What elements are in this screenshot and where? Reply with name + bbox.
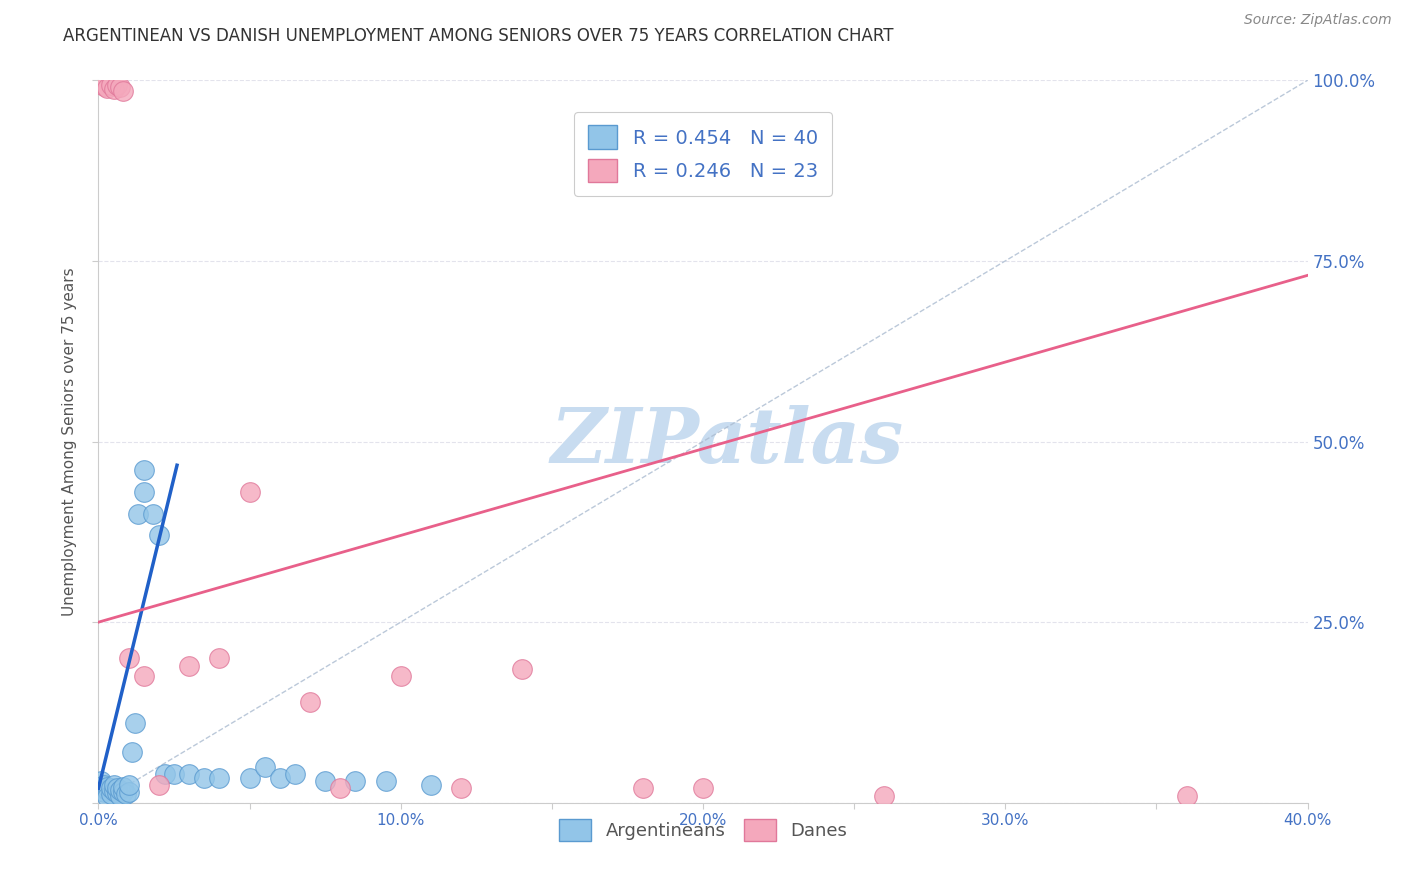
Point	[93, 78, 115, 93]
Point	[111, 780, 134, 794]
Point	[114, 787, 136, 801]
Point	[108, 782, 131, 797]
Point	[631, 781, 654, 796]
Point	[127, 507, 149, 521]
Point	[450, 781, 472, 796]
Point	[374, 774, 396, 789]
Point	[118, 785, 141, 799]
Point	[100, 78, 122, 92]
Point	[108, 79, 131, 94]
Point	[153, 767, 176, 781]
Point	[108, 789, 131, 803]
Point	[142, 507, 165, 521]
Point	[239, 771, 262, 785]
Point	[105, 78, 128, 93]
Point	[299, 695, 322, 709]
Y-axis label: Unemployment Among Seniors over 75 years: Unemployment Among Seniors over 75 years	[62, 268, 77, 615]
Point	[124, 716, 146, 731]
Point	[111, 785, 134, 799]
Point	[208, 771, 231, 785]
Point	[239, 485, 262, 500]
Point	[96, 80, 118, 95]
Point	[103, 82, 125, 96]
Point	[208, 651, 231, 665]
Point	[193, 771, 215, 785]
Point	[90, 774, 112, 789]
Point	[132, 669, 155, 683]
Point	[93, 785, 115, 799]
Point	[284, 767, 307, 781]
Point	[179, 658, 201, 673]
Point	[148, 778, 170, 792]
Point	[118, 778, 141, 792]
Legend: Argentineans, Danes: Argentineans, Danes	[551, 812, 855, 848]
Text: ZIPatlas: ZIPatlas	[551, 405, 904, 478]
Point	[118, 651, 141, 665]
Point	[105, 781, 128, 796]
Text: Source: ZipAtlas.com: Source: ZipAtlas.com	[1244, 13, 1392, 28]
Point	[163, 767, 186, 781]
Point	[269, 771, 291, 785]
Point	[132, 463, 155, 477]
Point	[103, 778, 125, 792]
Point	[90, 781, 112, 796]
Point	[329, 781, 352, 796]
Point	[100, 787, 122, 801]
Point	[96, 790, 118, 805]
Point	[93, 778, 115, 792]
Point	[96, 780, 118, 794]
Point	[132, 485, 155, 500]
Point	[105, 786, 128, 800]
Point	[420, 778, 443, 792]
Point	[100, 781, 122, 796]
Point	[179, 767, 201, 781]
Point	[389, 669, 412, 683]
Point	[692, 781, 714, 796]
Point	[1175, 789, 1198, 803]
Point	[111, 84, 134, 98]
Point	[96, 782, 118, 797]
Text: ARGENTINEAN VS DANISH UNEMPLOYMENT AMONG SENIORS OVER 75 YEARS CORRELATION CHART: ARGENTINEAN VS DANISH UNEMPLOYMENT AMONG…	[63, 27, 894, 45]
Point	[121, 745, 143, 759]
Point	[873, 789, 896, 803]
Point	[103, 784, 125, 798]
Point	[344, 774, 367, 789]
Point	[148, 528, 170, 542]
Point	[253, 760, 276, 774]
Point	[314, 774, 336, 789]
Point	[90, 77, 112, 91]
Point	[510, 662, 533, 676]
